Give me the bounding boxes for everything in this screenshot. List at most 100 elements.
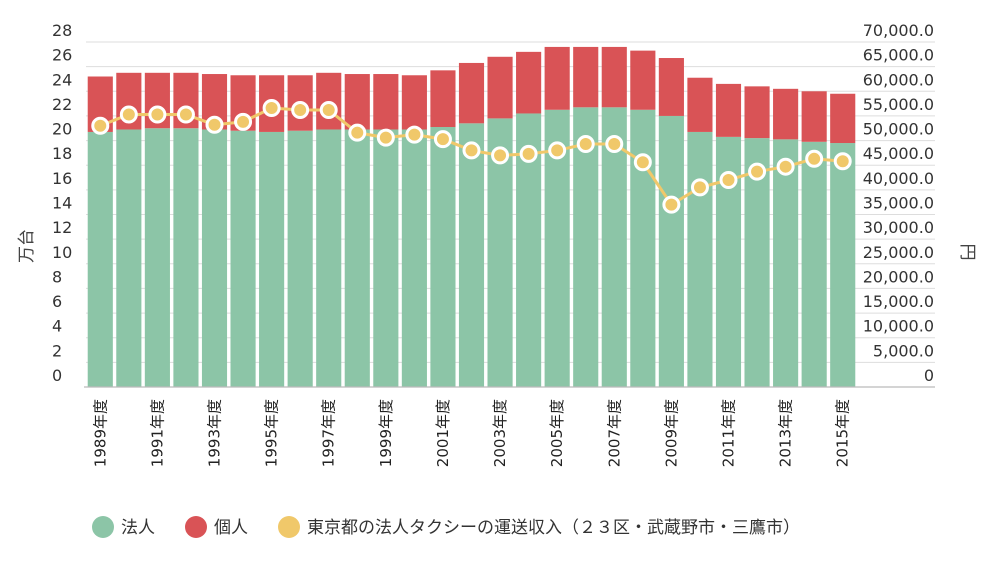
x-tick-label: 1989年度 (91, 399, 109, 467)
bar-hojin (601, 107, 627, 387)
legend: 法人 個人 東京都の法人タクシーの運送収入（２３区・武蔵野市・三鷹市） (92, 516, 800, 538)
revenue-point (119, 105, 138, 124)
revenue-point (833, 152, 852, 171)
revenue-point (433, 130, 452, 149)
revenue-point (548, 141, 567, 160)
y-left-tick-label: 8 (52, 267, 62, 286)
legend-hojin-label: 法人 (121, 518, 155, 538)
revenue-point (719, 171, 738, 189)
bar-hojin (287, 130, 313, 387)
y-right-tick-label: 45,000.0 (863, 144, 934, 163)
x-tick-label: 2001年度 (434, 399, 452, 467)
bar-hojin (344, 129, 370, 387)
bar-hojin (401, 129, 427, 387)
bar-kojin (344, 74, 370, 130)
y-right-tick-label: 60,000.0 (863, 70, 934, 89)
y-left-tick-label: 20 (52, 120, 72, 139)
bar-hojin (144, 128, 170, 387)
bar-kojin (658, 58, 684, 116)
bar-hojin (430, 127, 456, 388)
x-tick-label: 2003年度 (491, 399, 509, 467)
revenue-point (605, 135, 624, 154)
revenue-point (234, 112, 253, 131)
bar-kojin (687, 77, 713, 132)
revenue-point (576, 135, 595, 154)
bar-kojin (401, 75, 427, 130)
revenue-point (405, 125, 424, 144)
x-tick-label: 2013年度 (777, 399, 795, 467)
bar-kojin (744, 86, 770, 139)
x-tick-label: 2009年度 (662, 399, 680, 467)
revenue-point (176, 105, 195, 124)
revenue-point (805, 149, 824, 168)
x-tick-label: 1991年度 (148, 399, 166, 467)
bar-hojin (316, 129, 342, 387)
revenue-point (348, 123, 367, 142)
revenue-point (690, 178, 709, 197)
axes: 024681012141618202224262805,000.010,000.… (52, 21, 935, 467)
bar-hojin (373, 129, 399, 387)
y-left-tick-label: 6 (52, 292, 62, 311)
y-right-tick-label: 50,000.0 (863, 120, 934, 139)
x-tick-label: 1993年度 (206, 399, 224, 467)
bar-kojin (487, 56, 513, 119)
x-tick-label: 2007年度 (605, 399, 623, 467)
revenue-point (748, 162, 767, 181)
y-right-tick-label: 40,000.0 (863, 169, 934, 188)
y-left-tick-label: 0 (52, 366, 62, 385)
y-right-tick-label: 10,000.0 (863, 317, 934, 336)
revenue-point (519, 144, 538, 163)
y-left-tick-label: 14 (52, 194, 72, 213)
bar-hojin (830, 143, 856, 387)
bar-hojin (687, 131, 713, 387)
y-right-tick-label: 55,000.0 (863, 95, 934, 114)
revenue-point (91, 116, 110, 135)
y-right-tick-label: 25,000.0 (863, 243, 934, 262)
x-tick-label: 1997年度 (320, 399, 338, 467)
revenue-point (776, 157, 795, 176)
bar-hojin (230, 130, 256, 387)
y-right-tick-label: 5,000.0 (873, 341, 934, 360)
x-tick-label: 2005年度 (548, 399, 566, 467)
legend-kojin-marker (185, 516, 207, 538)
bar-hojin (458, 123, 485, 388)
revenue-point (291, 101, 310, 120)
revenue-line (91, 99, 852, 214)
y-left-tick-label: 4 (52, 317, 62, 336)
x-tick-label: 1999年度 (377, 399, 395, 467)
x-tick-label: 2011年度 (720, 399, 738, 467)
bar-kojin (458, 62, 485, 124)
bar-hojin (573, 107, 599, 387)
bar-kojin (601, 46, 627, 108)
y-right-tick-label: 0 (924, 366, 934, 385)
x-tick-label: 2015年度 (834, 399, 852, 467)
bar-kojin (516, 51, 542, 114)
bars (87, 46, 856, 388)
y-right-tick-label: 35,000.0 (863, 194, 934, 213)
bar-kojin (630, 50, 656, 110)
bar-kojin (773, 88, 799, 140)
revenue-point (319, 101, 338, 120)
revenue-point (462, 141, 481, 160)
revenue-point (491, 146, 510, 165)
revenue-point (148, 105, 167, 124)
bar-hojin (173, 128, 199, 387)
bar-hojin (259, 131, 285, 387)
y-right-tick-label: 65,000.0 (863, 46, 934, 65)
legend-hojin-marker (92, 516, 114, 538)
y-left-axis-title: 万台 (17, 229, 37, 263)
y-left-tick-label: 16 (52, 169, 72, 188)
bar-kojin (373, 74, 399, 130)
revenue-point (205, 115, 224, 134)
y-left-tick-label: 2 (52, 341, 62, 360)
y-left-tick-label: 24 (52, 70, 72, 89)
y-right-axis-title: 円 (957, 244, 977, 261)
bar-hojin (87, 131, 113, 387)
bar-hojin (801, 141, 827, 387)
revenue-point (633, 153, 652, 172)
x-tick-label: 1995年度 (263, 399, 281, 467)
bar-kojin (573, 46, 599, 108)
y-left-tick-label: 12 (52, 218, 72, 237)
